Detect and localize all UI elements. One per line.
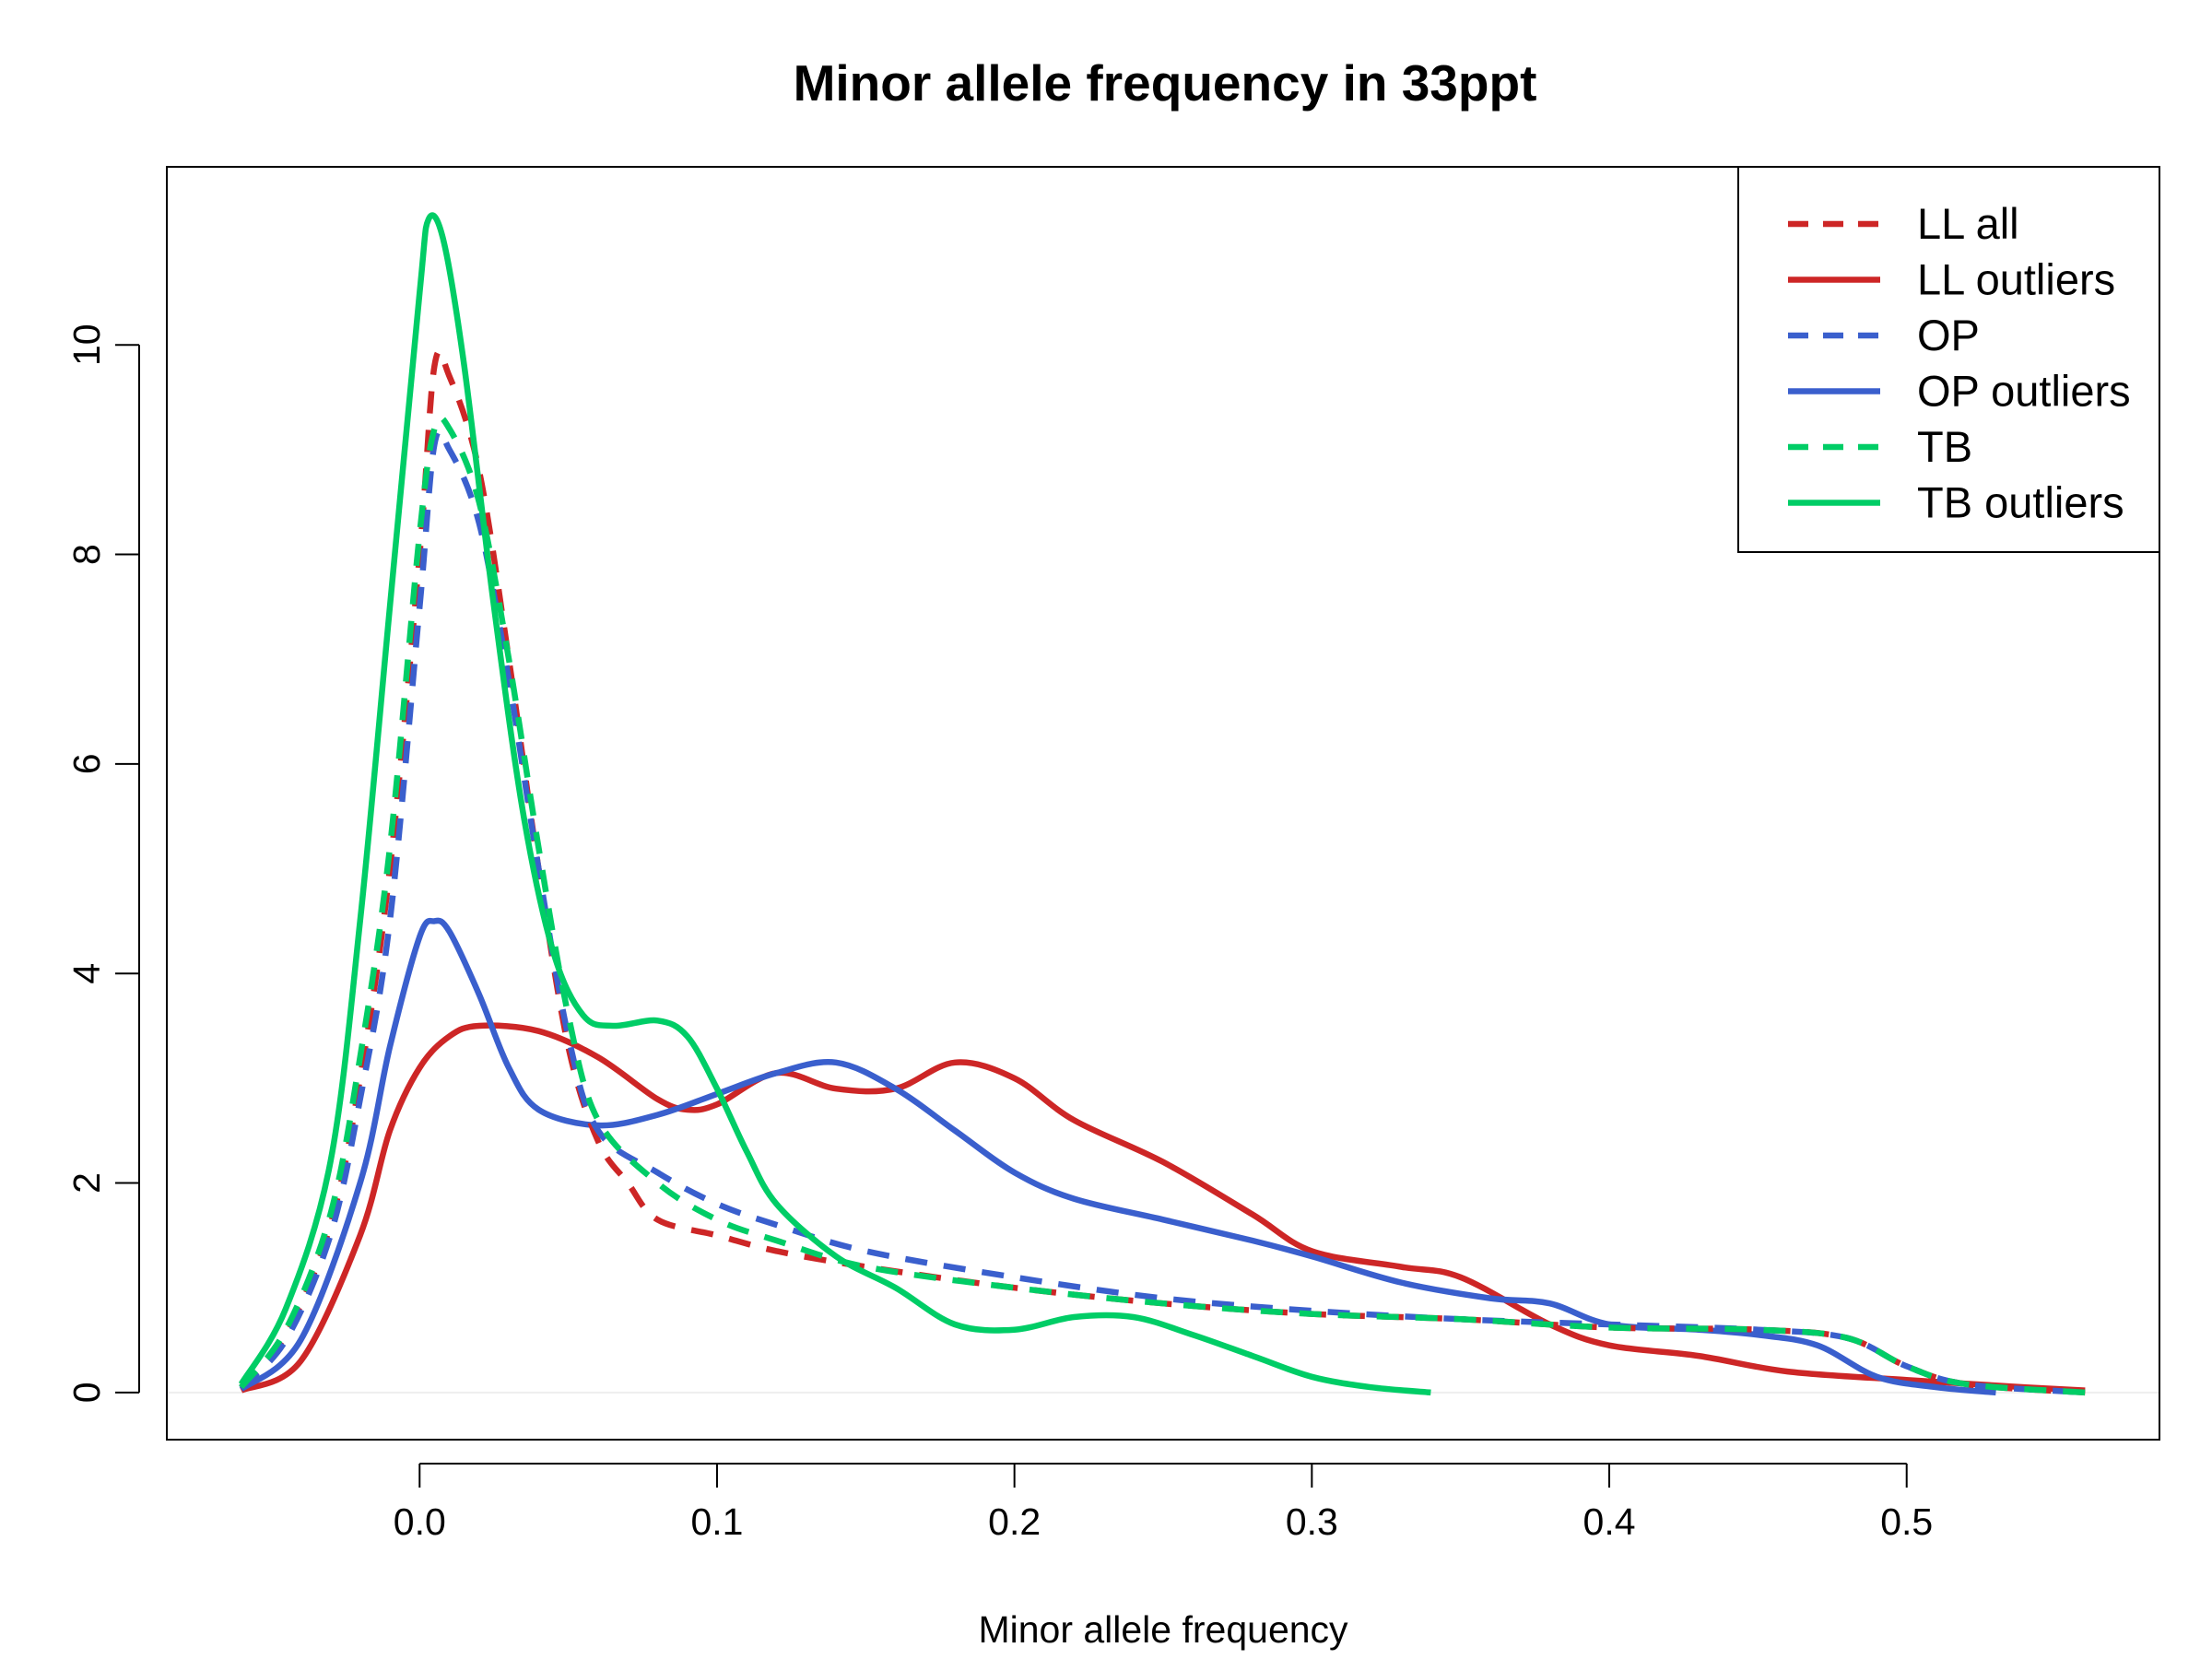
y-tick-label: 6 (65, 753, 108, 774)
y-axis: 0 2 4 6 8 10 (65, 324, 140, 1403)
y-tick-label: 8 (65, 544, 108, 565)
legend: LL all LL outliers OP OP outliers TB TB outli… (1737, 166, 2160, 553)
y-tick-label: 0 (65, 1382, 108, 1403)
series-line-ll-outliers (240, 1022, 2086, 1394)
x-axis-label: Minor allele frequency (978, 1608, 1348, 1651)
x-tick-label: 0.4 (1583, 1500, 1636, 1543)
legend-label: OP outliers (1917, 367, 2131, 416)
y-tick-label: 2 (65, 1172, 108, 1194)
x-tick-label: 0.2 (988, 1500, 1041, 1543)
x-axis: 0.0 0.1 0.2 0.3 0.4 0.5 (394, 1463, 1933, 1543)
series-line-ll-all (239, 348, 2086, 1396)
legend-label: TB outliers (1917, 478, 2124, 527)
legend-entries: LL all LL outliers OP OP outliers TB TB outli… (1788, 199, 2131, 527)
series-layer (167, 212, 2159, 1396)
legend-box (1737, 166, 2160, 553)
chart-title: Minor allele frequency in 33ppt (794, 54, 1537, 112)
x-tick-label: 0.0 (394, 1500, 446, 1543)
x-tick-label: 0.3 (1286, 1500, 1338, 1543)
legend-label: TB (1917, 422, 1972, 471)
legend-label: LL outliers (1917, 255, 2115, 304)
series-line-tb (239, 414, 2086, 1396)
legend-label: OP (1917, 311, 1980, 359)
y-tick-label: 4 (65, 963, 108, 984)
x-tick-label: 0.1 (690, 1500, 743, 1543)
series-line-tb-outliers (238, 212, 1431, 1396)
plot-frame (166, 166, 2160, 1441)
legend-label: LL all (1917, 199, 2019, 248)
x-tick-label: 0.5 (1880, 1500, 1933, 1543)
y-tick-label: 10 (65, 324, 108, 366)
